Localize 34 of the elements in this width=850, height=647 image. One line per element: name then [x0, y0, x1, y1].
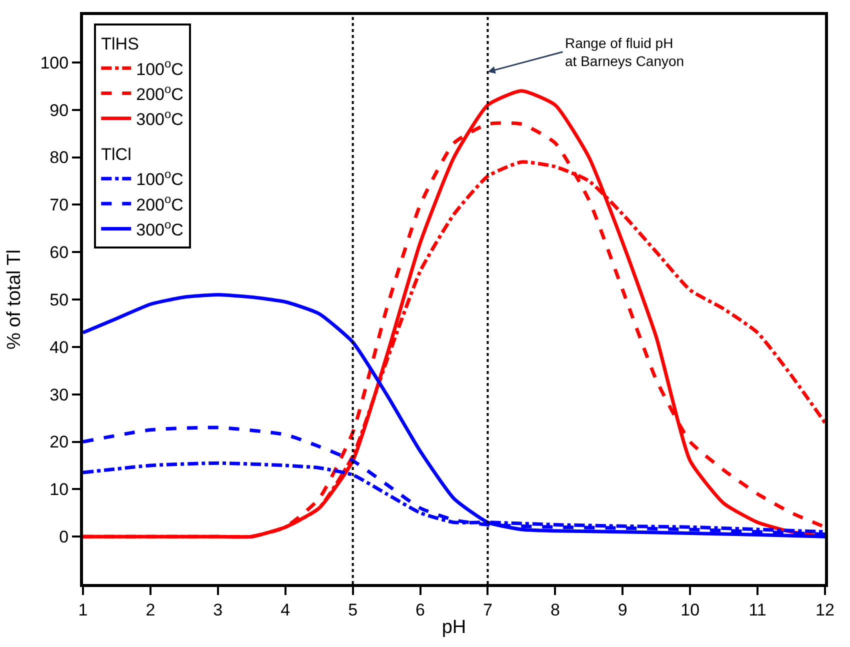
annotation: TlCl — [101, 145, 132, 164]
legend-label: 100$^{o}$C — [136, 167, 184, 190]
legend-label: 200$^{o}$C — [136, 82, 184, 104]
legend-label: 200$^{o}$C — [136, 192, 184, 214]
y-axis-title: % of total Tl — [4, 250, 26, 350]
y-tick-label: 0 — [59, 528, 69, 547]
annotation: Range of fluid pH at Barneys Canyon — [565, 35, 684, 70]
x-tick-label: 1 — [78, 600, 88, 620]
y-tick-label: 20 — [50, 432, 69, 452]
annotation: TlHS — [101, 34, 139, 54]
x-tick-label: 11 — [748, 600, 766, 620]
x-tick-label: 7 — [482, 600, 492, 620]
y-tick-label: 70 — [50, 196, 69, 215]
x-tick-label: 4 — [280, 600, 290, 620]
y-tick-label: 30 — [50, 385, 69, 404]
legend-label: 300$^{o}$C — [136, 217, 184, 240]
y-tick-label: 10 — [50, 480, 69, 500]
x-tick-label: 12 — [816, 600, 834, 620]
y-tick-label: 60 — [50, 243, 69, 262]
x-tick-label: 9 — [618, 600, 628, 620]
y-tick-label: 40 — [50, 338, 69, 357]
y-tick-label: 90 — [50, 100, 69, 120]
x-axis-title: pH — [442, 617, 466, 638]
x-tick-label: 6 — [416, 600, 426, 620]
x-tick-label: 8 — [550, 600, 560, 620]
y-tick-label: 50 — [50, 290, 69, 310]
legend-label: 100$^{o}$C — [136, 56, 184, 79]
x-tick-label: 10 — [680, 600, 700, 620]
y-tick-label: 80 — [50, 148, 69, 168]
y-tick-label: 100 — [40, 53, 69, 72]
x-tick-label: 2 — [146, 600, 156, 620]
x-tick-label: 5 — [348, 600, 358, 620]
x-tick-label: 3 — [213, 600, 223, 620]
legend-label: 300$^{o}$C — [136, 106, 184, 130]
